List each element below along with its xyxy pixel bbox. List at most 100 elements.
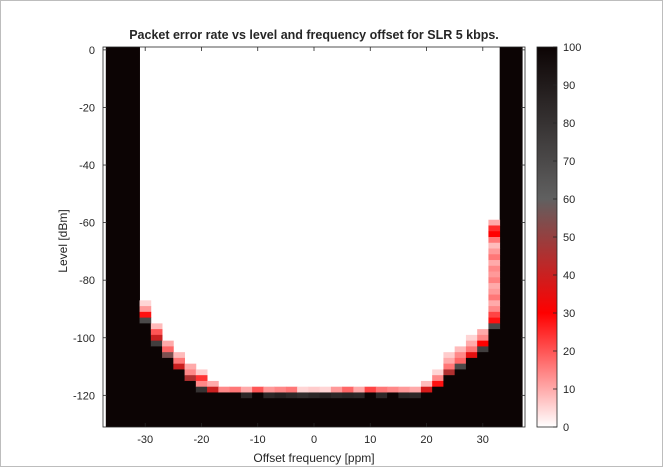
heatmap-cell bbox=[443, 363, 456, 370]
heatmap-column-block bbox=[364, 392, 377, 427]
heatmap-column-block bbox=[274, 398, 287, 427]
heatmap-cell bbox=[218, 386, 230, 393]
heatmap-cell bbox=[488, 317, 501, 324]
heatmap-column-block bbox=[195, 392, 208, 427]
heatmap-cell bbox=[477, 334, 489, 342]
heatmap-cell bbox=[173, 363, 185, 370]
y-tick-label: -60 bbox=[79, 218, 95, 230]
heatmap-cell bbox=[488, 248, 501, 255]
colorbar-tick-label: 30 bbox=[563, 308, 575, 320]
heatmap-column-block bbox=[432, 386, 444, 427]
heatmap-cell bbox=[330, 386, 343, 393]
heatmap-cell bbox=[420, 386, 433, 393]
heatmap-cell bbox=[263, 386, 276, 393]
heatmap-cell bbox=[420, 380, 433, 388]
heatmap-cell bbox=[195, 369, 208, 376]
heatmap-cell bbox=[488, 283, 501, 290]
heatmap-cell bbox=[353, 386, 366, 393]
heatmap-cell bbox=[330, 392, 343, 399]
heatmap-column-block bbox=[105, 47, 118, 427]
heatmap-cell bbox=[488, 271, 501, 278]
heatmap-cell bbox=[173, 352, 185, 359]
heatmap-cell bbox=[285, 386, 298, 393]
heatmap-column-block bbox=[375, 398, 388, 427]
heatmap-cell bbox=[229, 386, 242, 393]
heatmap-column-block bbox=[387, 392, 399, 427]
colorbar-axis: 0 10 20 30 40 50 60 70 80 90 100 bbox=[553, 42, 581, 434]
heatmap-cell bbox=[139, 317, 152, 324]
colorbar-tick-label: 70 bbox=[563, 156, 575, 168]
heatmap-cell bbox=[443, 369, 456, 376]
y-axis-label: Level [dBm] bbox=[56, 209, 70, 272]
heatmap-cell bbox=[488, 265, 501, 272]
heatmap-cell bbox=[488, 242, 501, 249]
heatmap-cell bbox=[308, 386, 321, 393]
heatmap-cell bbox=[162, 352, 174, 359]
heatmap-cell bbox=[488, 300, 501, 307]
heatmap-column-block bbox=[229, 392, 242, 427]
heatmap-cell bbox=[432, 369, 444, 376]
heatmap-column-block bbox=[150, 346, 163, 427]
heatmap-column-block bbox=[488, 329, 501, 427]
heatmap-column-block bbox=[297, 398, 309, 427]
heatmap-cell bbox=[319, 392, 332, 399]
heatmap-cell bbox=[184, 369, 197, 376]
heatmap-cell bbox=[375, 386, 388, 393]
heatmap-cell bbox=[477, 329, 489, 336]
heatmap-cell bbox=[240, 386, 253, 393]
colorbar-tick-label: 10 bbox=[563, 384, 575, 396]
heatmap-cell bbox=[353, 392, 366, 399]
heatmap-cell bbox=[398, 392, 411, 399]
colorbar-tick-label: 60 bbox=[563, 194, 575, 206]
heatmap-cell bbox=[488, 231, 501, 238]
heatmap-column-block bbox=[499, 47, 512, 427]
heatmap-cell bbox=[409, 392, 422, 399]
colorbar-tick-label: 0 bbox=[563, 422, 569, 434]
x-tick-label: 0 bbox=[311, 434, 317, 446]
heatmap-cell bbox=[285, 392, 298, 399]
heatmap-cell bbox=[477, 340, 489, 347]
heatmap-column-block bbox=[510, 47, 523, 427]
heatmap-cell bbox=[274, 392, 287, 399]
heatmap-cell bbox=[409, 386, 422, 393]
heatmap-cell bbox=[398, 386, 411, 393]
heatmap-column-block bbox=[207, 392, 219, 427]
heatmap-cell bbox=[488, 254, 501, 261]
heatmap-column-block bbox=[477, 352, 489, 427]
heatmap-cell bbox=[443, 352, 456, 359]
heatmap-cell bbox=[488, 225, 501, 232]
heatmap-cell bbox=[488, 277, 501, 284]
y-tick-label: -80 bbox=[79, 275, 95, 287]
x-tick-label: 30 bbox=[477, 434, 489, 446]
heatmap-cell bbox=[477, 346, 489, 353]
heatmap-cell bbox=[454, 363, 467, 370]
heatmap-cell bbox=[207, 386, 219, 393]
heatmap-cell bbox=[150, 334, 163, 342]
heatmap-column-block bbox=[240, 398, 253, 427]
heatmap-column-block bbox=[420, 392, 433, 427]
heatmap-cell bbox=[488, 294, 501, 301]
heatmap-cell bbox=[173, 357, 185, 365]
heatmap-column-block bbox=[342, 398, 354, 427]
heatmap-column-block bbox=[398, 398, 411, 427]
heatmap-cell bbox=[432, 375, 444, 382]
heatmap-cell bbox=[454, 346, 467, 353]
heatmap-cell bbox=[465, 334, 478, 342]
heatmap-column-block bbox=[162, 357, 174, 427]
colorbar-tick-label: 50 bbox=[563, 232, 575, 244]
heatmap-cell bbox=[488, 306, 501, 313]
heatmap-cell bbox=[488, 311, 501, 319]
y-tick-label: -20 bbox=[79, 102, 95, 114]
colorbar-tick-label: 40 bbox=[563, 270, 575, 282]
x-tick-label: -20 bbox=[194, 434, 210, 446]
heatmap-cell bbox=[488, 237, 501, 244]
heatmap-cell bbox=[364, 386, 377, 393]
heatmap-cell bbox=[195, 386, 208, 393]
heatmap-cell bbox=[488, 288, 501, 295]
heatmap-cell bbox=[139, 300, 152, 307]
x-axis-label: Offset frequency [ppm] bbox=[253, 451, 374, 465]
heatmap-cell bbox=[465, 352, 478, 359]
heatmap-column-block bbox=[353, 398, 366, 427]
y-tick-label: -120 bbox=[73, 390, 95, 402]
